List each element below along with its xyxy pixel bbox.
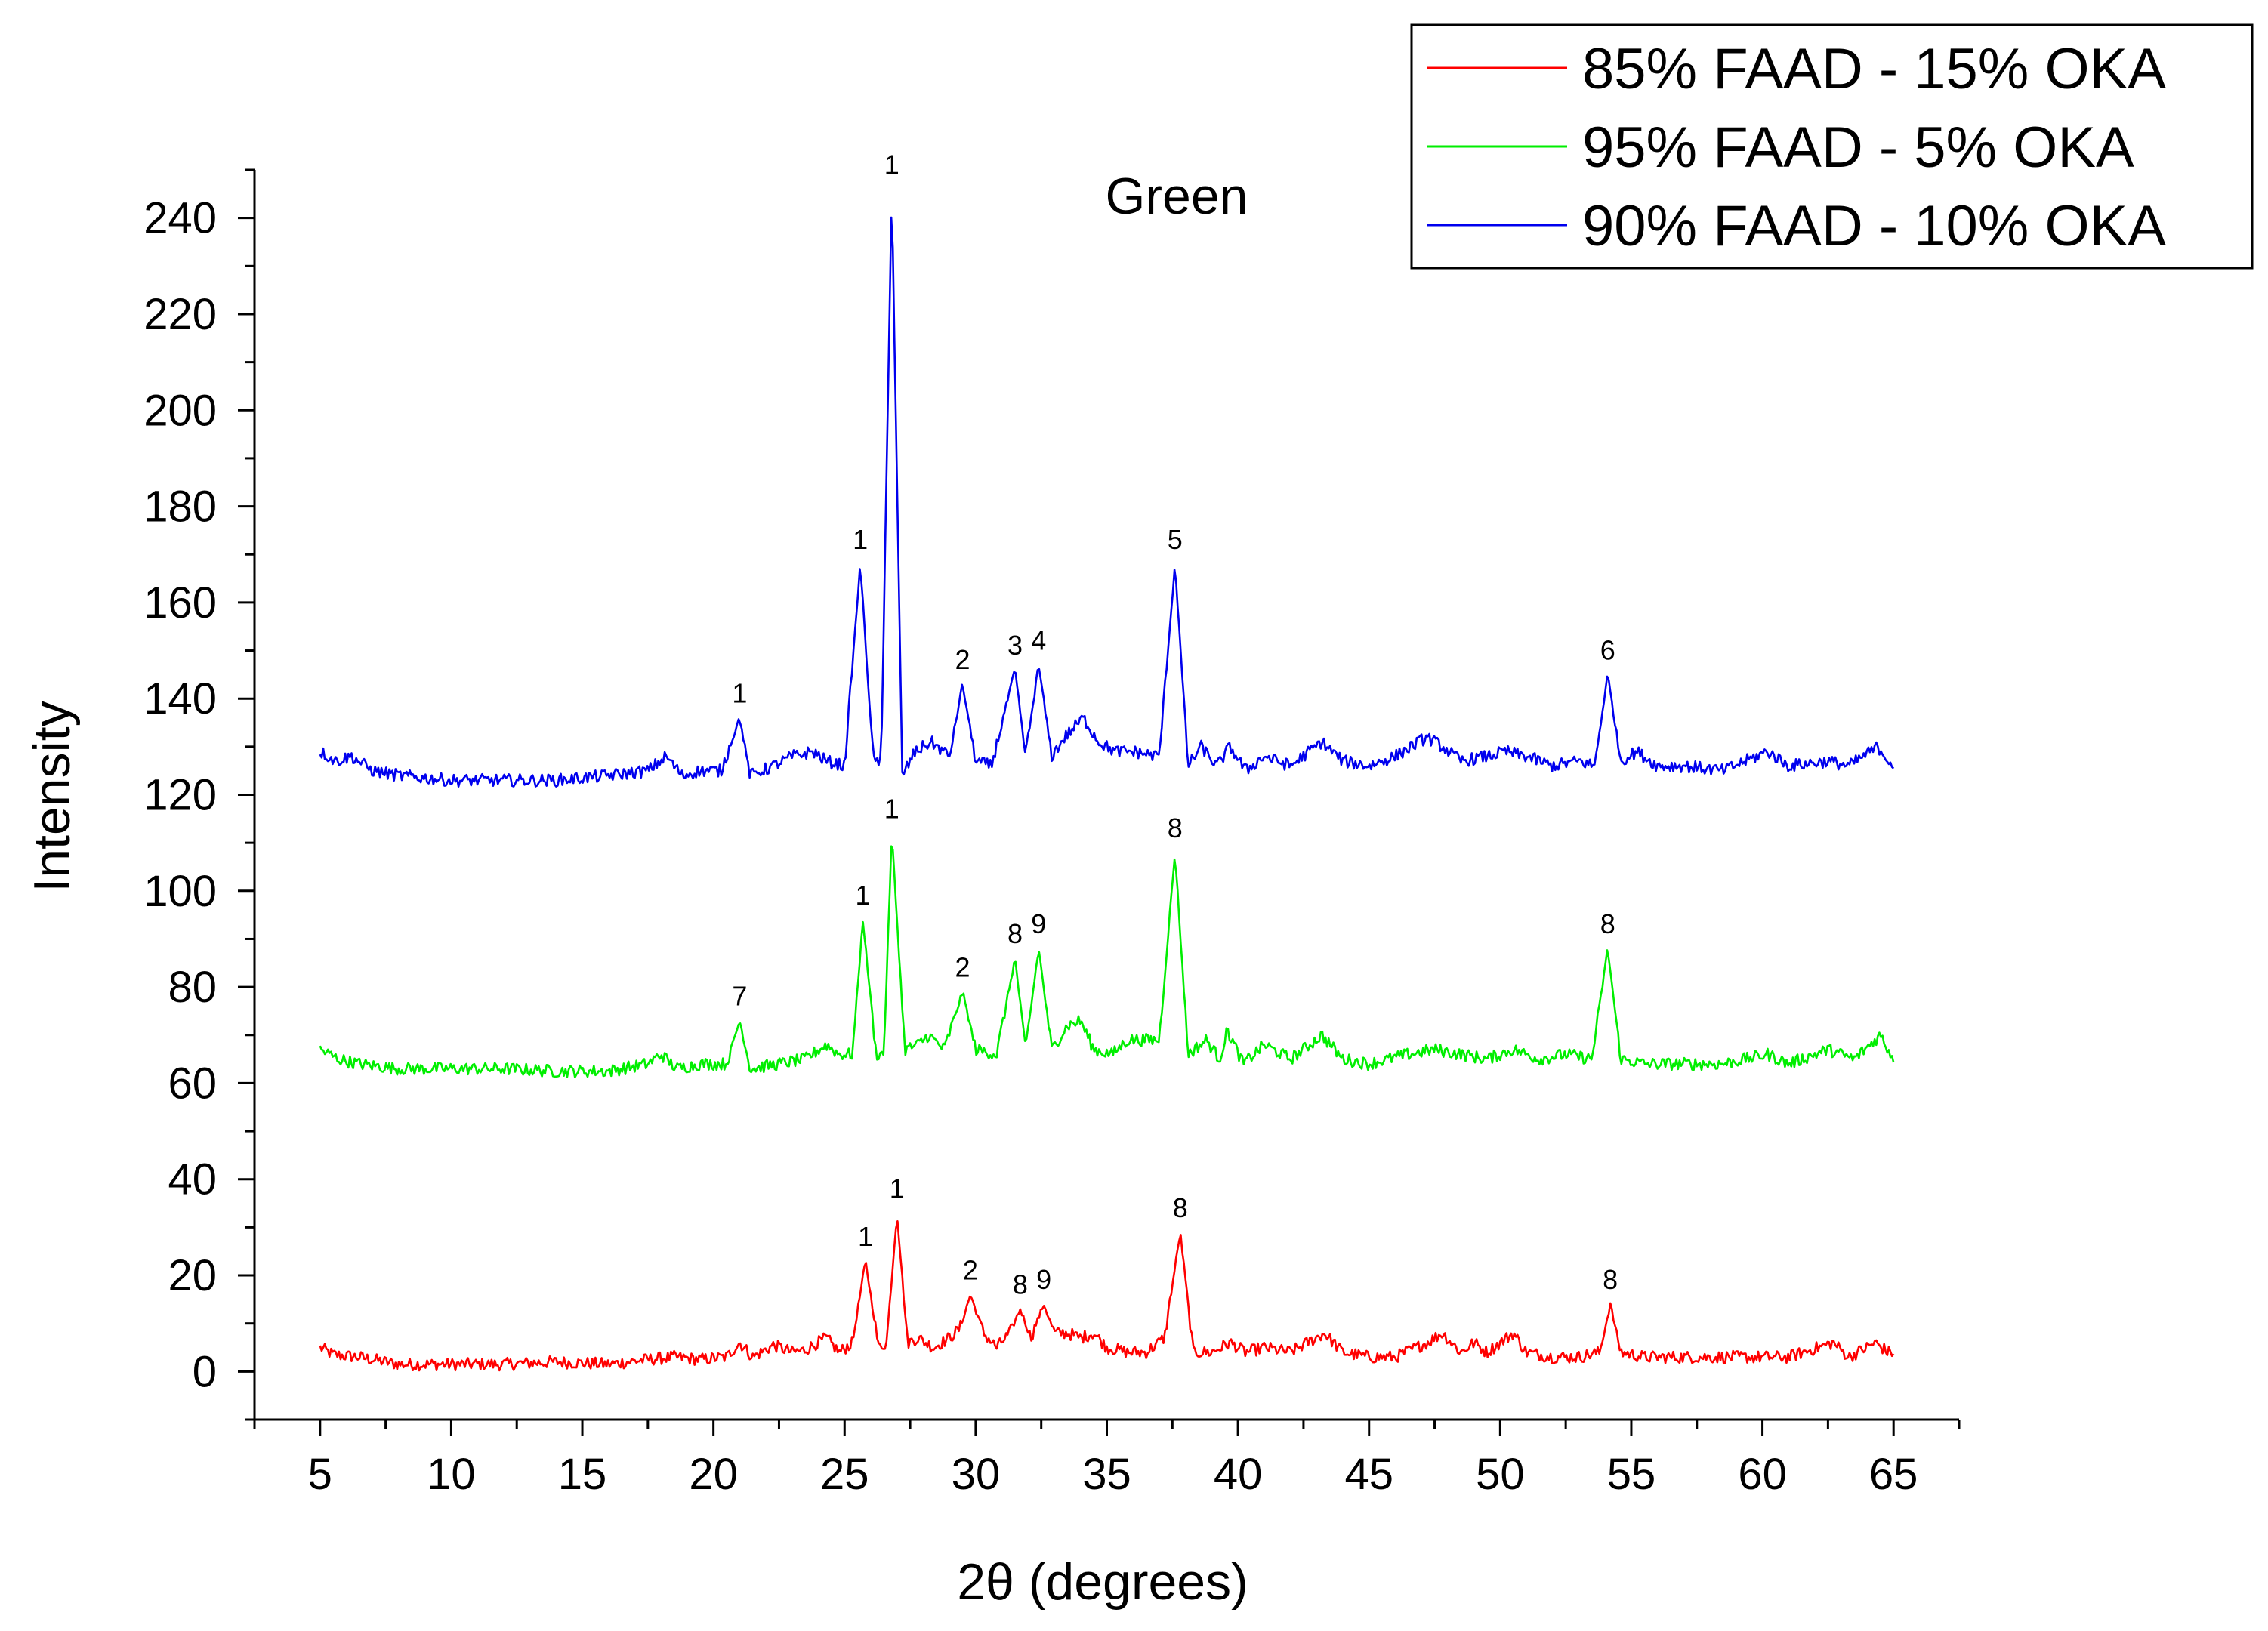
y-tick-label: 200 [143, 386, 217, 435]
series-line-2 [319, 216, 1895, 788]
peak-label: 1 [884, 149, 899, 180]
peak-label: 8 [1007, 918, 1023, 949]
peak-label: 8 [1168, 812, 1183, 843]
peak-label: 2 [955, 951, 970, 982]
y-tick-label: 60 [168, 1059, 217, 1108]
x-tick-label: 15 [558, 1450, 607, 1499]
y-tick-label: 140 [143, 674, 217, 723]
x-tick-label: 30 [952, 1450, 1001, 1499]
y-tick-label: 180 [143, 483, 217, 532]
peak-label: 8 [1013, 1269, 1028, 1300]
peak-label: 1 [884, 793, 899, 824]
peak-label: 8 [1173, 1192, 1188, 1223]
x-tick-label: 10 [427, 1450, 476, 1499]
peak-label: 7 [732, 981, 747, 1012]
series-line-0 [319, 1220, 1895, 1372]
peak-label: 6 [1600, 634, 1615, 665]
y-tick-label: 20 [168, 1251, 217, 1300]
chart-title: Green [1106, 168, 1248, 225]
peak-label: 8 [1600, 908, 1615, 939]
x-tick-label: 35 [1082, 1450, 1131, 1499]
y-tick-label: 240 [143, 194, 217, 243]
peak-label: 8 [1603, 1264, 1618, 1295]
legend-label-0: 85% FAAD - 15% OKA [1582, 37, 2166, 101]
x-tick-label: 40 [1214, 1450, 1263, 1499]
legend-label-1: 95% FAAD - 5% OKA [1582, 116, 2134, 180]
axes: 5 10 15 20 25 30 35 40 45 50 55 60 65020406080100120… [143, 168, 1961, 1499]
peak-label: 1 [856, 880, 871, 911]
peak-label: 9 [1031, 908, 1046, 939]
x-tick-label: 5 [308, 1450, 332, 1499]
y-tick-label: 160 [143, 578, 217, 627]
x-axis-title: 2θ (degrees) [957, 1553, 1248, 1611]
peak-label: 1 [890, 1173, 905, 1204]
y-tick-label: 40 [168, 1155, 217, 1204]
peak-label: 1 [853, 524, 868, 555]
series-lines [319, 216, 1895, 1372]
x-tick-label: 45 [1344, 1450, 1393, 1499]
series-line-1 [319, 845, 1895, 1078]
peak-label: 3 [1007, 630, 1023, 661]
x-tick-label: 50 [1476, 1450, 1525, 1499]
peak-label: 5 [1168, 524, 1183, 555]
y-tick-label: 80 [168, 963, 217, 1012]
legend-label-2: 90% FAAD - 10% OKA [1582, 194, 2166, 258]
peak-label: 2 [955, 644, 970, 675]
peak-label: 1 [732, 678, 747, 709]
y-tick-label: 120 [143, 771, 217, 820]
y-tick-label: 0 [193, 1347, 217, 1396]
x-tick-label: 60 [1738, 1450, 1787, 1499]
x-tick-label: 65 [1869, 1450, 1918, 1499]
x-tick-label: 55 [1607, 1450, 1656, 1499]
legend: 85% FAAD - 15% OKA 95% FAAD - 5% OKA 90% F… [1410, 23, 2254, 270]
x-tick-label: 25 [820, 1450, 869, 1499]
y-tick-label: 100 [143, 867, 217, 916]
peak-label: 1 [858, 1221, 873, 1252]
y-axis-title: Intensity [23, 701, 81, 892]
peak-label: 4 [1031, 625, 1046, 656]
peak-label: 2 [963, 1255, 978, 1286]
x-tick-label: 20 [689, 1450, 738, 1499]
peak-label: 9 [1036, 1264, 1051, 1295]
y-tick-label: 220 [143, 290, 217, 339]
